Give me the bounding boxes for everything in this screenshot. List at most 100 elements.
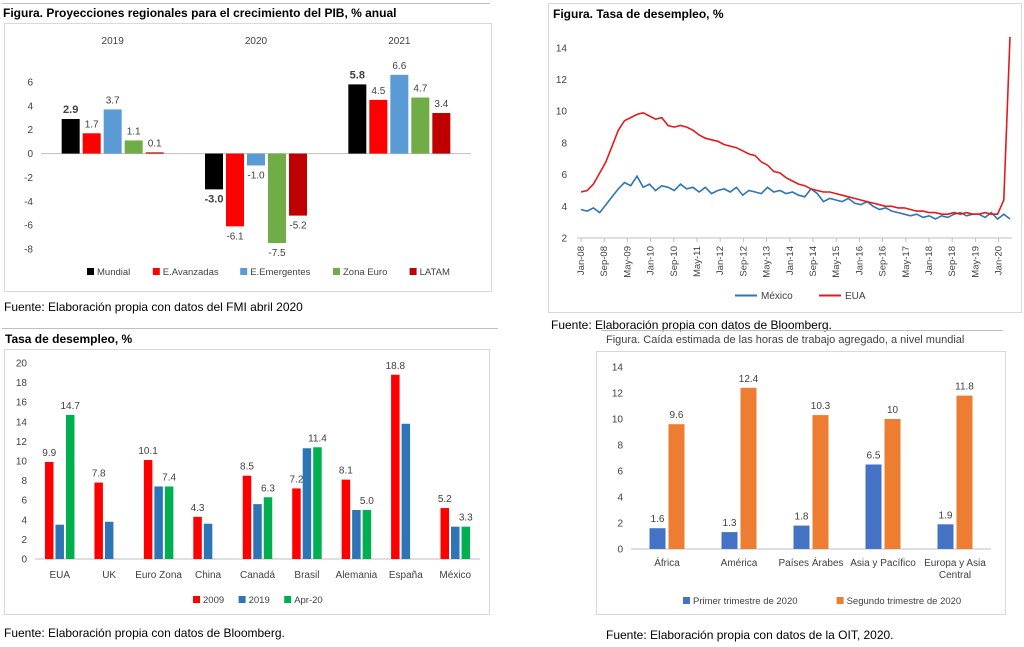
bar-primer-trimestre-de-2020-europa-y-asia-central (937, 524, 954, 549)
bar-e-emergentes-2019 (103, 109, 122, 154)
hours-chart-frame: 0 2 4 6 8 10 12 14 1.6 9.6 África 1.3 12.4 América 1.8… (596, 351, 1006, 615)
legend-swatch-zona-euro (333, 268, 340, 275)
y-tick-label: 8 (617, 441, 623, 452)
y-tick-label: 2 (561, 234, 567, 245)
category-label: Asia y Pacífico (850, 558, 916, 569)
x-tick-label: Jan-10 (646, 246, 657, 275)
category-label: China (195, 570, 222, 581)
legend-label-eua: EUA (845, 291, 866, 302)
data-label: 9.6 (670, 410, 684, 421)
data-label: 7.4 (162, 472, 176, 483)
category-label: 2020 (245, 36, 268, 47)
y-tick-label: 12 (16, 437, 28, 448)
data-label: 2.9 (63, 104, 78, 116)
bar-2009-canad (242, 475, 252, 559)
bar-segundo-trimestre-de-2020-frica (668, 424, 685, 549)
legend-label-2019: 2019 (249, 595, 270, 606)
data-label: -6.1 (226, 231, 244, 242)
unemp-line-chart-title: Figura. Tasa de desempleo, % (553, 7, 724, 21)
unemp-bar-chart: 0 2 4 6 8 10 12 14 16 18 20 9.9 14.7 EUA 7.8 UK 10.1 7.4 E… (16, 359, 480, 606)
bar-primer-trimestre-de-2020-pa-ses-rabes (793, 525, 810, 549)
y-tick-label: 6 (617, 467, 623, 478)
legend-swatch-e-avanzadas (152, 268, 160, 275)
bar-2019-brasil (302, 448, 312, 559)
data-label: 11.4 (308, 433, 327, 444)
data-label: 7.2 (289, 474, 303, 485)
y-tick-label: 14 (16, 417, 28, 428)
x-tick-label: Sep-12 (738, 246, 749, 277)
data-label: -1.0 (247, 171, 265, 182)
y-tick-label: 0 (21, 555, 27, 566)
x-tick-label: May-17 (901, 246, 912, 278)
bar-2009-espa-a (391, 374, 400, 559)
data-label: 0.1 (148, 138, 162, 149)
unemp-bar-chart-source: Fuente: Elaboración propia con datos de … (4, 626, 285, 640)
data-label: 12.4 (739, 374, 759, 385)
y-tick-label: 12 (556, 75, 568, 86)
legend-label-e-avanzadas: E.Avanzadas (163, 267, 219, 278)
data-label: -7.5 (268, 248, 286, 259)
y-tick-label: 10 (612, 415, 624, 426)
data-label: 5.8 (350, 69, 365, 81)
legend-swatch-e-emergentes (240, 268, 248, 275)
bar-2009-alemania (341, 479, 351, 559)
y-tick-label: -6 (24, 221, 33, 232)
y-tick-label: 8 (21, 476, 27, 487)
y-tick-label: 2 (27, 125, 33, 136)
category-label: EUA (49, 570, 70, 581)
unemp-line-chart-source: Fuente: Elaboración propia con datos de … (551, 318, 832, 332)
y-tick-label: 18 (16, 378, 28, 389)
bar-zona-euro-2019 (124, 140, 143, 154)
category-label: América (721, 558, 758, 569)
y-tick-label: 10 (16, 457, 28, 468)
x-tick-label: Sep-10 (669, 246, 680, 277)
bar-zona-euro-2021 (411, 97, 430, 154)
x-tick-label: Jan-20 (994, 246, 1005, 275)
data-label: 3.3 (459, 513, 473, 524)
y-tick-label: 6 (561, 170, 567, 181)
unemp-line-chart-frame: 2 4 6 8 10 12 14 Jan-08 Sep-08 May-09 Jan-10 Sep-10… (548, 3, 1022, 313)
category-label: 2019 (102, 36, 125, 47)
gdp-chart-source: Fuente: Elaboración propia con datos del… (4, 300, 303, 314)
unemp-bar-chart-frame: 0 2 4 6 8 10 12 14 16 18 20 9.9 14.7 EUA 7.8 UK 10.1 7.4 E… (4, 349, 490, 615)
bar-segundo-trimestre-de-2020-europa-y-asia-central (956, 395, 973, 549)
x-tick-label: Jan-18 (924, 246, 935, 275)
bar-2019-uk (104, 521, 114, 559)
y-tick-label: 4 (21, 515, 27, 526)
series-line-m-xico (580, 174, 1011, 221)
bar-2019-espa-a (401, 423, 411, 559)
legend-swatch-2019 (238, 596, 246, 603)
data-label: 1.7 (85, 119, 99, 130)
data-label: 1.8 (795, 512, 809, 523)
y-tick-label: 6 (21, 496, 27, 507)
x-tick-label: Jan-08 (576, 246, 587, 275)
y-tick-label: 2 (21, 535, 27, 546)
y-tick-label: 8 (561, 138, 567, 149)
y-tick-label: 12 (612, 389, 624, 400)
x-tick-label: May-11 (692, 246, 703, 277)
x-tick-label: May-13 (762, 246, 773, 278)
legend-label-e-emergentes: E.Emergentes (250, 267, 310, 278)
data-label: 6.6 (392, 61, 406, 72)
data-label: 6.5 (867, 451, 881, 462)
x-tick-label: Jan-12 (715, 246, 726, 275)
y-tick-label: -8 (24, 245, 33, 256)
y-tick-label: -2 (24, 173, 33, 184)
category-label: África (654, 556, 680, 569)
hours-chart-source: Fuente: Elaboración propia con datos de … (606, 628, 894, 642)
x-tick-label: Jan-14 (785, 246, 796, 275)
bar-zona-euro-2020 (268, 153, 286, 244)
gdp-chart: -8 -6 -4 -2 0 2 4 6 2.9 1.7 3.7 1.1 0.1 2019 -3.0 -6.1 -… (24, 36, 471, 278)
legend-label-zona-euro: Zona Euro (343, 267, 387, 278)
data-label: 1.1 (127, 126, 141, 137)
legend-swatch-primer-trimestre-de-2020 (683, 597, 690, 604)
bar-2009-brasil (292, 488, 301, 559)
x-tick-label: May-09 (622, 246, 633, 278)
data-label: 8.5 (240, 462, 254, 473)
category-label: Euro Zona (135, 570, 182, 581)
gdp-chart-frame: -8 -6 -4 -2 0 2 4 6 2.9 1.7 3.7 1.1 0.1 2019 -3.0 -6.1 -… (4, 23, 492, 292)
bar-mundial-2021 (348, 84, 367, 154)
hours-chart-title: Figura. Caída estimada de las horas de t… (606, 334, 965, 346)
y-tick-label: -4 (24, 197, 33, 208)
bar-2019-china (203, 523, 213, 559)
